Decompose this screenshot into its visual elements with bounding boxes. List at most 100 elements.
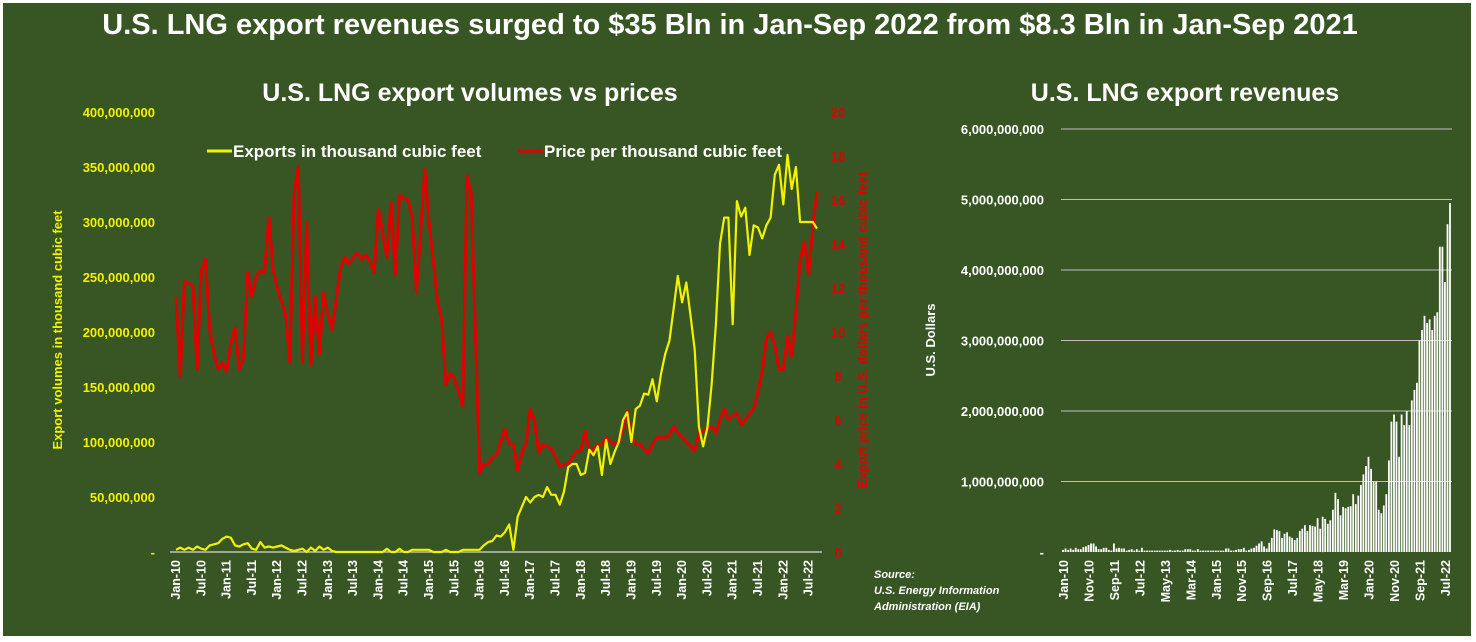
revenue-x-axis: Jan-10 Nov-10 Sep-11 Jul-12 May-13 Mar-14 Jan-…	[1057, 560, 1453, 602]
revenue-bar	[1069, 548, 1072, 552]
revenue-bar	[1240, 549, 1243, 552]
revenue-bar	[1166, 550, 1169, 552]
left-plot-area	[174, 153, 819, 554]
left-x-tick-label: Jan-20	[675, 560, 689, 600]
revenue-bar	[1444, 282, 1446, 552]
revenue-x-tick-label: May-18	[1312, 560, 1326, 602]
revenue-bar	[1092, 543, 1095, 552]
revenue-bar	[1332, 509, 1334, 552]
revenue-bar	[1375, 481, 1378, 552]
revenue-bar	[1352, 494, 1355, 552]
revenue-x-tick-label: Sep-21	[1413, 560, 1427, 601]
revenue-bar	[1158, 550, 1161, 552]
revenue-bar	[1217, 550, 1220, 552]
source-line-2: Administration (EIA)	[873, 601, 981, 613]
revenue-bar	[1207, 550, 1209, 552]
revenue-bar	[1120, 548, 1123, 552]
revenue-bar	[1342, 506, 1344, 552]
revenue-bar	[1227, 548, 1230, 552]
revenue-bar	[1090, 543, 1092, 552]
left-x-tick-label: Jan-11	[220, 560, 234, 599]
left-y-tick-label: 50,000,000	[90, 490, 155, 505]
revenue-bar	[1102, 547, 1105, 552]
revenue-bar	[1186, 549, 1189, 552]
revenue-bar	[1377, 509, 1380, 552]
right-y-tick-label: 12	[831, 281, 845, 296]
left-x-tick-label: Jan-10	[169, 560, 183, 600]
revenue-bar	[1347, 506, 1350, 552]
price-series-line	[174, 165, 819, 475]
left-y-tick-label: 250,000,000	[83, 270, 155, 285]
revenue-bar	[1156, 550, 1159, 552]
revenue-x-tick-label: Jul-22	[1439, 560, 1453, 596]
revenue-bar	[1255, 545, 1258, 552]
revenue-bar	[1319, 528, 1322, 552]
revenue-y-tick-label: -	[1040, 545, 1044, 560]
left-x-tick-label: Jan-12	[270, 560, 284, 600]
revenue-bar	[1418, 340, 1421, 552]
revenue-bar	[1263, 546, 1265, 552]
revenue-bar	[1382, 505, 1385, 552]
revenue-bar	[1329, 520, 1332, 552]
revenue-bar	[1141, 547, 1143, 552]
revenue-bar	[1372, 481, 1375, 552]
revenue-bar	[1421, 329, 1423, 552]
right-chart-title: U.S. LNG export revenues	[1031, 79, 1339, 107]
revenue-bar	[1143, 550, 1146, 552]
left-y-tick-label: 200,000,000	[83, 325, 155, 340]
revenue-y-tick-label: 1,000,000,000	[961, 475, 1044, 490]
revenue-bar	[1062, 549, 1064, 552]
revenue-x-tick-label: Nov-20	[1388, 560, 1402, 602]
revenue-bar	[1105, 547, 1108, 552]
revenue-bar	[1344, 508, 1347, 552]
revenue-x-tick-label: Jul-17	[1286, 560, 1300, 596]
revenue-x-tick-label: May-13	[1159, 560, 1173, 602]
left-x-tick-label: Jul-16	[498, 560, 512, 596]
revenue-bar	[1321, 516, 1324, 553]
revenue-bar	[1225, 548, 1227, 552]
revenue-bar	[1324, 518, 1327, 552]
left-x-tick-label: Jul-21	[751, 560, 765, 596]
revenue-bar	[1403, 425, 1406, 552]
right-y-tick-label: 8	[834, 369, 841, 384]
left-y-tick-label: -	[151, 545, 155, 560]
revenue-bar	[1095, 546, 1097, 552]
revenue-bar	[1214, 550, 1217, 552]
revenue-bar	[1362, 474, 1365, 552]
revenue-bar	[1184, 549, 1187, 552]
revenue-x-tick-label: Jul-12	[1133, 560, 1147, 596]
left-x-tick-label: Jul-17	[549, 560, 563, 596]
revenue-bar	[1135, 549, 1138, 552]
source-line-1: U.S. Energy Information	[874, 585, 1000, 597]
revenue-bar	[1253, 547, 1255, 552]
revenue-y-tick-label: 4,000,000,000	[961, 263, 1044, 278]
left-x-tick-label: Jan-13	[321, 560, 335, 600]
revenue-bar	[1100, 549, 1103, 552]
revenue-bar	[1339, 515, 1342, 552]
revenue-bar	[1426, 322, 1428, 552]
revenue-bar	[1235, 549, 1237, 552]
revenue-bar	[1222, 550, 1225, 552]
left-x-tick-label: Jan-19	[624, 560, 638, 600]
revenue-bar	[1133, 550, 1136, 552]
revenue-bar	[1245, 550, 1248, 552]
revenue-bar	[1281, 537, 1283, 552]
revenue-bar	[1151, 550, 1153, 552]
revenue-bar	[1301, 528, 1304, 552]
revenue-bar	[1128, 549, 1131, 552]
revenue-bar	[1074, 547, 1077, 552]
left-x-tick-label: Jul-19	[650, 560, 664, 596]
revenue-bar	[1181, 550, 1184, 552]
revenue-bar	[1296, 537, 1299, 552]
revenue-bar	[1237, 549, 1240, 552]
revenue-bar	[1413, 389, 1416, 552]
revenue-bar	[1428, 319, 1431, 552]
revenue-bar	[1125, 550, 1128, 552]
left-y-tick-label: 100,000,000	[83, 435, 155, 450]
revenue-bar	[1148, 550, 1151, 552]
right-y-tick-label: 20	[831, 105, 845, 120]
right-y-tick-label: 4	[834, 457, 842, 472]
revenue-bar	[1410, 400, 1413, 552]
left-chart-title: U.S. LNG export volumes vs prices	[262, 79, 677, 107]
left-x-tick-label: Jul-20	[700, 560, 714, 596]
